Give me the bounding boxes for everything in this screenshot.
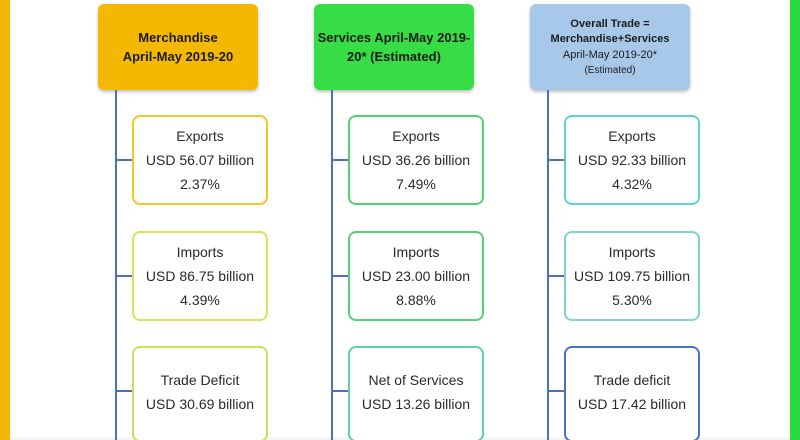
box-percent: 5.30% <box>612 292 652 308</box>
box-value: USD 17.42 billion <box>577 396 687 412</box>
box-label: Imports <box>608 244 656 260</box>
box-label: Imports <box>176 244 224 260</box>
box-value: USD 13.26 billion <box>361 396 471 412</box>
merchandise-header-line-1: Merchandise <box>138 30 218 45</box>
connector-branch <box>115 275 132 277</box>
services-header: Services April-May 2019- 20* (Estimated) <box>314 4 474 90</box>
box-percent: 4.39% <box>180 292 220 308</box>
connector-branch <box>331 275 348 277</box>
box-percent: 4.32% <box>612 176 652 192</box>
connector-line <box>331 90 333 440</box>
box-label: Imports <box>392 244 440 260</box>
box-value: USD 30.69 billion <box>145 396 255 412</box>
box-label: Trade deficit <box>593 372 671 388</box>
connector-branch <box>331 390 348 392</box>
box-label: Exports <box>176 128 224 144</box>
connector-branch <box>115 390 132 392</box>
net-of-services-box: Net of Services USD 13.26 billion <box>348 346 484 440</box>
overall-header-line-2: Merchandise+Services <box>550 32 670 45</box>
box-value: USD 109.75 billion <box>574 268 690 284</box>
connector-branch <box>331 159 348 161</box>
overall-trade-header: Overall Trade = Merchandise+Services Apr… <box>530 4 690 90</box>
services-exports-box: Exports USD 36.26 billion 7.49% <box>348 115 484 205</box>
overall-trade-column: Overall Trade = Merchandise+Services Apr… <box>530 0 700 440</box>
merchandise-header: Merchandise April-May 2019-20 <box>98 4 258 90</box>
box-value: USD 86.75 billion <box>145 268 255 284</box>
merchandise-exports-box: Exports USD 56.07 billion 2.37% <box>132 115 268 205</box>
overall-header-line-3: April-May 2019-20* <box>562 48 658 61</box>
box-percent: 2.37% <box>180 176 220 192</box>
merchandise-imports-box: Imports USD 86.75 billion 4.39% <box>132 231 268 321</box>
box-value: USD 36.26 billion <box>361 152 471 168</box>
connector-line <box>547 90 549 440</box>
box-label: Exports <box>608 128 656 144</box>
box-label: Net of Services <box>368 372 464 388</box>
merchandise-trade-deficit-box: Trade Deficit USD 30.69 billion <box>132 346 268 440</box>
box-percent: 8.88% <box>396 292 436 308</box>
connector-branch <box>115 159 132 161</box>
merchandise-column: Merchandise April-May 2019-20 Exports US… <box>98 0 268 440</box>
overall-header-line-1: Overall Trade = <box>570 17 650 30</box>
overall-imports-box: Imports USD 109.75 billion 5.30% <box>564 231 700 321</box>
box-value: USD 56.07 billion <box>145 152 255 168</box>
services-column: Services April-May 2019- 20* (Estimated)… <box>314 0 484 440</box>
overall-exports-box: Exports USD 92.33 billion 4.32% <box>564 115 700 205</box>
merchandise-header-line-2: April-May 2019-20 <box>122 49 234 64</box>
connector-branch <box>547 159 564 161</box>
connector-line <box>115 90 117 440</box>
connector-branch <box>547 275 564 277</box>
overall-trade-deficit-box: Trade deficit USD 17.42 billion <box>564 346 700 440</box>
overall-header-line-4: (Estimated) <box>584 64 636 76</box>
services-imports-box: Imports USD 23.00 billion 8.88% <box>348 231 484 321</box>
services-header-line-1: Services April-May 2019- <box>317 30 471 45</box>
connector-branch <box>547 390 564 392</box>
box-value: USD 92.33 billion <box>577 152 687 168</box>
box-percent: 7.49% <box>396 176 436 192</box>
services-header-line-2: 20* (Estimated) <box>347 49 441 64</box>
box-label: Exports <box>392 128 440 144</box>
trade-diagram: Merchandise April-May 2019-20 Exports US… <box>10 0 790 440</box>
box-label: Trade Deficit <box>160 372 240 388</box>
box-value: USD 23.00 billion <box>361 268 471 284</box>
